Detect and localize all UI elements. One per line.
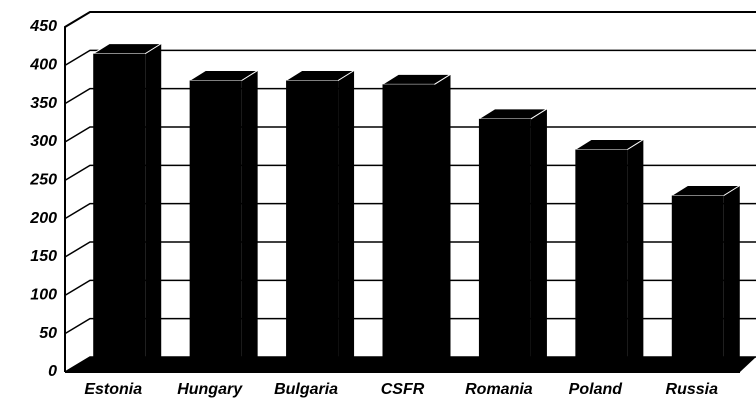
bar-face [575,149,628,368]
grid-line [64,87,756,105]
bar-face [477,108,549,120]
x-tick-label: Russia [666,381,719,398]
y-tick-label: 350 [30,95,57,112]
bar-face [478,118,531,368]
bar [573,139,646,368]
bar-face [93,53,146,369]
y-tick-label: 200 [29,210,57,227]
bar [187,70,260,368]
y-tick-label: 450 [29,18,57,35]
x-tick-label: Romania [465,381,533,398]
bar-face [338,70,355,368]
bar-face [723,185,740,368]
bar-face [530,108,547,368]
grid-line [64,11,756,28]
bar-face [145,43,162,369]
bar-face [434,74,451,368]
grid-line [64,49,756,66]
y-tick-label: 150 [30,248,57,265]
bar [91,43,163,369]
y-tick-label: 400 [29,57,57,74]
bar [284,70,356,368]
bar-face [241,70,258,368]
y-tick-label: 50 [39,325,57,342]
x-tick-label: Poland [569,381,624,398]
y-tick-label: 100 [30,287,57,304]
bar-face [671,195,724,368]
y-tick-label: 0 [48,363,57,380]
x-tick-label: Bulgaria [274,381,338,398]
x-tick-label: Hungary [177,381,243,398]
x-tick-label: Estonia [84,381,142,398]
bar-face [382,84,435,368]
y-tick-label: 300 [30,133,57,150]
bar-face [627,139,644,368]
y-tick-label: 250 [29,172,57,189]
bar-face [286,80,339,368]
bar-face [380,73,453,85]
x-tick-label: CSFR [381,381,425,398]
bar-face [189,80,242,368]
bar [477,108,549,368]
bar [670,185,742,368]
bar [380,73,453,368]
